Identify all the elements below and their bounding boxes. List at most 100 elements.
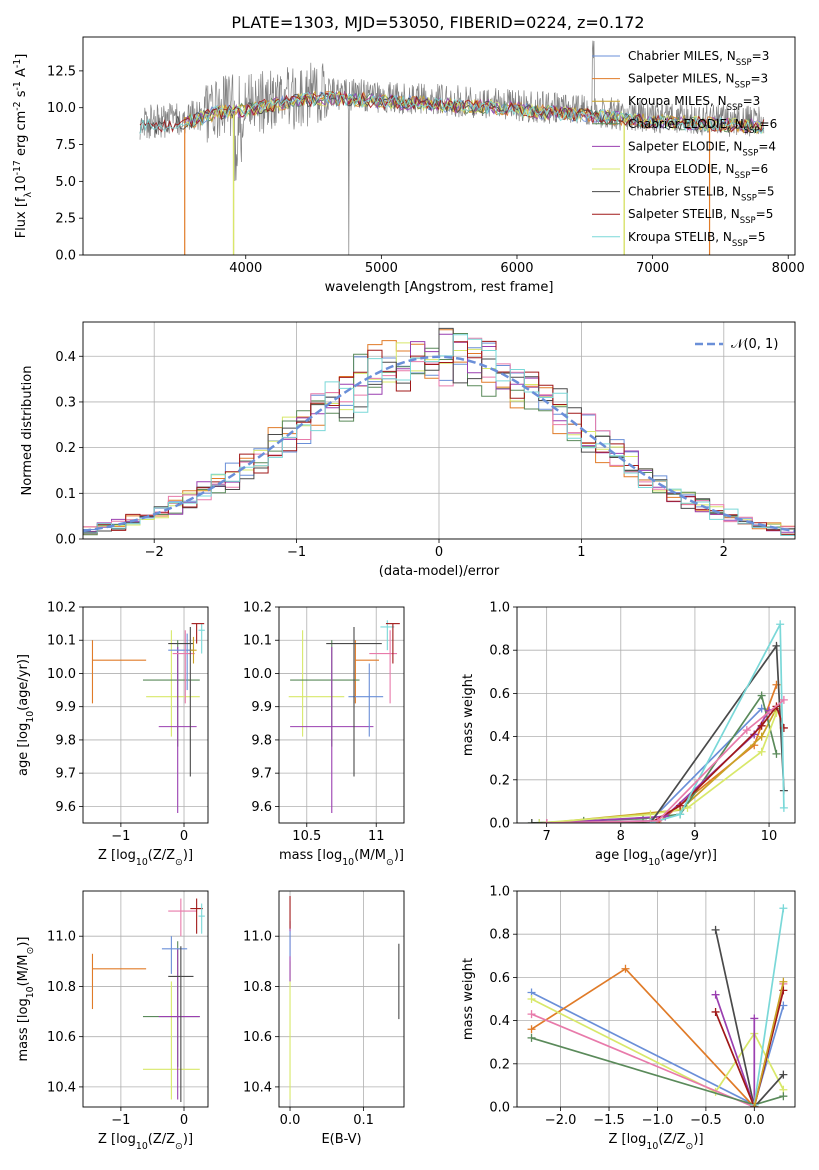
x-tick-label: 11 [368, 829, 385, 844]
y-tick-label: 0.2 [55, 441, 76, 456]
y-axis-label: mass weight [461, 674, 476, 756]
x-tick-label: −2 [145, 545, 164, 560]
plot-area [517, 891, 795, 1107]
weight-marker [750, 1103, 759, 1107]
plot-area [517, 607, 795, 823]
y-tick-label: 0.0 [489, 817, 510, 832]
weight-marker [676, 810, 685, 819]
spectrum-data-line [139, 40, 765, 255]
x-tick-label: 6000 [500, 261, 533, 276]
x-tick-label: 0.0 [744, 1113, 765, 1128]
panel-mass-age: 10.5 11 9.6 9.7 9.8 9.9 10.0 10.1 10.2 mass [log1… [243, 601, 405, 868]
weight-marker [683, 803, 692, 812]
x-axis-label: Z [log10(Z/Z⊙)] [608, 1132, 703, 1152]
weight-line [753, 981, 785, 1107]
y-tick-label: 0.8 [489, 928, 510, 943]
x-tick-label: 2 [720, 545, 728, 560]
weight-marker [527, 995, 536, 1003]
panel-age-weight: 7 8 9 10 0.0 0.2 0.4 0.6 0.8 1.0 age [log10(age/yr… [461, 601, 796, 868]
legend-label: Salpeter MILES, NSSP=3 [628, 72, 768, 91]
weight-line [714, 994, 756, 1107]
weight-marker [527, 1025, 536, 1034]
x-tick-label: 10.5 [292, 829, 321, 844]
figure-title: PLATE=1303, MJD=53050, FIBERID=0224, z=0… [231, 13, 644, 32]
y-tick-label: 10.1 [243, 634, 272, 649]
y-tick-label: 11.0 [243, 930, 272, 945]
y-tick-label: 10.0 [47, 101, 76, 116]
weight-marker [711, 925, 720, 934]
y-tick-label: 10.8 [47, 980, 76, 995]
weight-line [531, 693, 778, 823]
weight-line [546, 710, 770, 823]
panel-residuals: −2 −1 0 1 2 0.0 0.1 0.2 0.3 0.4 (data-model)/error… [20, 321, 796, 579]
x-tick-label: 0.1 [353, 1113, 374, 1128]
y-tick-label: 9.7 [251, 767, 272, 782]
weight-marker [757, 732, 766, 741]
axes-frame [278, 890, 405, 1108]
y-tick-label: 0.8 [489, 644, 510, 659]
y-tick-label: 10.2 [243, 601, 272, 616]
panel-Z-weight: −2.0 −1.5 −1.0 −0.5 0.0 0.0 0.2 0.4 0.6 0.8 1.0 Z [… [461, 885, 796, 1152]
y-axis-label: mass weight [461, 958, 476, 1040]
y-axis-label: mass [log10(M/M⊙)] [16, 937, 36, 1062]
x-tick-label: −1.5 [593, 1113, 625, 1128]
weight-marker [527, 1010, 536, 1019]
weight-marker [750, 1014, 759, 1023]
histogram-step [83, 327, 795, 533]
y-tick-label: 0.0 [489, 1101, 510, 1116]
y-tick-label: 9.6 [251, 800, 272, 815]
axes-frame [516, 606, 796, 824]
weight-line [531, 643, 785, 823]
legend-label: Salpeter ELODIE, NSSP=4 [628, 139, 776, 158]
y-tick-label: 10.2 [47, 601, 76, 616]
weight-marker [776, 620, 785, 629]
weight-marker [779, 803, 788, 812]
x-tick-label: 8000 [772, 261, 805, 276]
y-axis-label: Normed distribution [20, 366, 35, 496]
weight-marker [772, 641, 781, 650]
axes-frame [82, 36, 796, 256]
weight-marker [779, 1070, 788, 1079]
y-axis-label: Flux [fλ10-17 erg cm-2 s-1 A-1] [12, 54, 34, 239]
y-tick-label: 0.4 [489, 1014, 510, 1029]
axes-frame [82, 321, 796, 540]
weight-marker [779, 1001, 788, 1010]
y-tick-label: 10.8 [243, 980, 272, 995]
weight-line [531, 998, 785, 1093]
plot-area [139, 40, 765, 255]
x-axis-label: mass [log10(M/M⊙)] [279, 848, 404, 868]
x-axis-label: E(B-V) [321, 1132, 361, 1147]
weight-marker [779, 904, 788, 913]
legend-label: Salpeter STELIB, NSSP=5 [628, 207, 773, 226]
y-tick-label: 0.0 [55, 249, 76, 264]
plot-area [279, 891, 404, 1107]
x-tick-label: 4000 [229, 261, 262, 276]
x-tick-label: 8 [617, 829, 625, 844]
legend-label: Kroupa ELODIE, NSSP=6 [628, 162, 768, 181]
legend-label: Kroupa MILES, NSSP=3 [628, 94, 760, 113]
y-tick-label: 9.8 [55, 733, 76, 748]
y-tick-label: 11.0 [47, 930, 76, 945]
panel-Z-age: −1 0 9.6 9.7 9.8 9.9 10.0 10.1 10.2 Z [log10(Z/Z⊙… [16, 601, 209, 868]
x-axis-label: (data-model)/error [379, 564, 500, 579]
weight-marker [742, 726, 751, 735]
legend-label: Chabrier MILES, NSSP=3 [628, 49, 769, 68]
axes-frame [278, 606, 405, 824]
weight-marker [711, 1007, 720, 1016]
y-tick-label: 1.0 [489, 601, 510, 616]
histogram-step [83, 334, 795, 536]
y-tick-label: 2.5 [55, 212, 76, 227]
x-axis-label: Z [log10(Z/Z⊙)] [98, 1132, 193, 1152]
y-tick-label: 10.4 [243, 1080, 272, 1095]
weight-marker [621, 964, 630, 973]
histogram-step [83, 340, 795, 535]
y-tick-label: 5.0 [55, 175, 76, 190]
x-tick-label: −1.0 [642, 1113, 674, 1128]
plot-area [83, 322, 795, 539]
weight-line [546, 699, 785, 823]
y-tick-label: 0.0 [55, 533, 76, 548]
y-tick-label: 1.0 [489, 885, 510, 900]
y-tick-label: 7.5 [55, 138, 76, 153]
y-tick-label: 9.9 [251, 700, 272, 715]
